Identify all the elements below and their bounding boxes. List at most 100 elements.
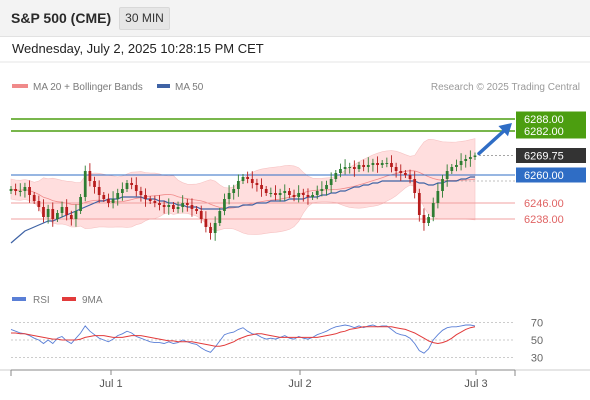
candle-body — [74, 211, 78, 219]
legend-rsi-label: RSI — [33, 295, 50, 306]
candle-body — [116, 193, 120, 199]
timeframe-button[interactable]: 30 MIN — [119, 7, 170, 30]
candle-body — [413, 179, 417, 193]
candle-body — [9, 189, 13, 191]
instrument-title: S&P 500 (CME) — [11, 10, 112, 26]
level-label-box-resistance — [516, 111, 586, 127]
candle-body — [218, 211, 222, 223]
candle-body — [134, 185, 138, 191]
candles-group — [9, 150, 477, 241]
level-label-resistance: 6282.00 — [524, 126, 564, 138]
candle-body — [278, 193, 282, 195]
candle-body — [339, 169, 342, 173]
candle-body — [185, 203, 189, 205]
candle-body — [42, 207, 45, 217]
candle-body — [69, 215, 73, 219]
candle-body — [241, 177, 245, 181]
candle-body — [65, 207, 69, 215]
legend-rsi-swatch — [12, 297, 26, 301]
rsi-tick-label: 50 — [531, 335, 543, 347]
candle-body — [357, 165, 361, 169]
candle-body — [301, 193, 305, 195]
candle-body — [450, 167, 454, 171]
candle-body — [473, 155, 477, 157]
candle-body — [362, 165, 366, 167]
candle-body — [427, 217, 430, 223]
candle-body — [88, 171, 92, 181]
candle-body — [390, 163, 393, 167]
candle-body — [297, 193, 301, 197]
legend-ma50-swatch — [157, 84, 170, 88]
ma50-group — [10, 176, 475, 244]
candle-body — [380, 163, 384, 165]
candle-body — [431, 203, 435, 217]
candle-body — [51, 209, 55, 219]
candle-body — [315, 191, 319, 195]
level-label-support: 6238.00 — [524, 214, 564, 226]
rsi-line — [10, 324, 476, 354]
bollinger-band — [10, 138, 476, 235]
candle-body — [60, 207, 64, 213]
candle-body — [394, 167, 398, 171]
candle-body — [172, 205, 175, 209]
candle-body — [260, 185, 263, 189]
level-label-support: 6246.00 — [524, 198, 564, 210]
bollinger-band-area — [10, 138, 476, 235]
candle-body — [352, 167, 356, 169]
candle-body — [93, 181, 96, 187]
candle-body — [255, 183, 259, 185]
candle-body — [376, 163, 379, 165]
candle-body — [209, 227, 212, 233]
level-label-pivot: 6260.00 — [524, 170, 564, 182]
legend-ma20-swatch — [12, 84, 28, 88]
candle-body — [83, 171, 87, 197]
candle-body — [288, 191, 291, 195]
candle-body — [28, 187, 31, 195]
candle-body — [408, 175, 412, 179]
chart-datetime: Wednesday, July 2, 2025 10:28:15 PM CET — [12, 41, 264, 56]
candle-body — [404, 173, 407, 175]
candle-body — [250, 179, 254, 183]
candle-body — [162, 205, 166, 207]
candle-body — [227, 193, 231, 199]
candle-body — [213, 223, 217, 233]
candle-body — [56, 213, 59, 219]
candle-body — [14, 189, 18, 191]
candle-body — [306, 195, 310, 197]
candle-body — [102, 195, 106, 199]
candle-body — [436, 191, 440, 203]
candle-body — [385, 163, 389, 164]
rsi-lines — [10, 324, 476, 354]
target-arrow-shaft — [477, 127, 508, 156]
candle-body — [37, 201, 41, 207]
candle-body — [236, 181, 240, 189]
candle-body — [232, 189, 236, 193]
candle-body — [97, 187, 101, 195]
candle-body — [366, 165, 370, 167]
candle-body — [139, 191, 143, 195]
candle-body — [455, 165, 458, 167]
candle-body — [190, 205, 194, 209]
candle-body — [269, 193, 273, 194]
target-arrow-head — [498, 123, 512, 137]
x-tick-label: Jul 1 — [99, 378, 122, 390]
level-label-box-pivot — [516, 167, 586, 183]
candle-body — [459, 161, 463, 165]
candle-body — [23, 187, 27, 191]
candle-body — [464, 159, 468, 161]
candle-body — [329, 179, 333, 185]
candle-body — [264, 189, 268, 193]
candle-body — [195, 209, 198, 211]
candle-body — [283, 191, 287, 193]
x-tick-label: Jul 3 — [464, 378, 487, 390]
candle-body — [181, 203, 185, 207]
candle-body — [334, 173, 338, 179]
legend-9ma-label: 9MA — [82, 295, 103, 306]
candle-body — [441, 179, 444, 191]
rsi-ma-line — [11, 326, 476, 347]
candle-body — [223, 199, 226, 211]
candle-body — [18, 191, 22, 192]
candle-body — [274, 193, 277, 195]
